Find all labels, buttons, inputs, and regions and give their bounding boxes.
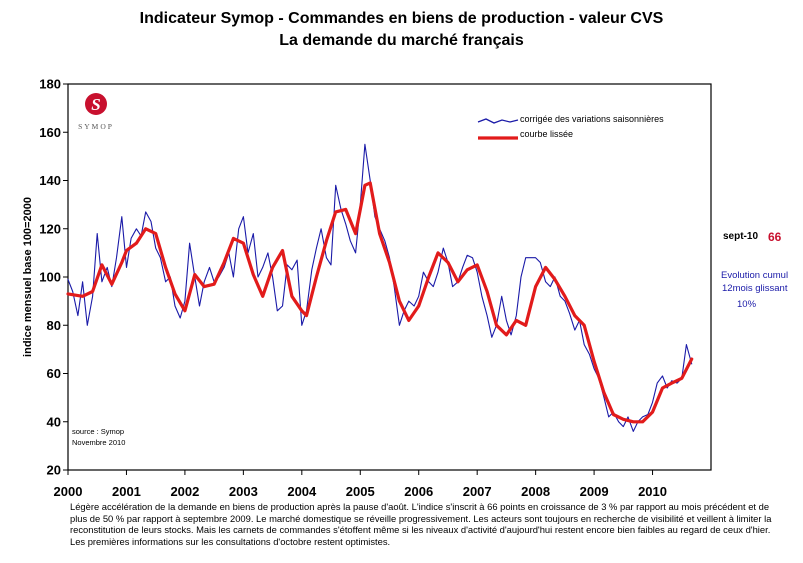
- x-tick-label: 2010: [638, 484, 667, 499]
- caption-line: reconstitution de leurs stocks. Mais les…: [70, 524, 771, 535]
- y-tick-label: 160: [39, 125, 61, 140]
- caption-line: Légère accélération de la demande en bie…: [70, 501, 770, 512]
- y-tick-label: 40: [47, 414, 61, 429]
- x-tick-label: 2005: [346, 484, 375, 499]
- y-axis-label: indice mensuel base 100=2000: [22, 197, 34, 357]
- symop-logo: S SYMOP: [78, 93, 114, 131]
- y-tick-label: 20: [47, 463, 61, 478]
- plot-area: [67, 83, 712, 471]
- month-label: sept-10: [723, 231, 759, 242]
- y-axis: 20 40 60 80 100 120 140 160 180: [39, 77, 68, 478]
- chart-subtitle: La demande du marché français: [279, 32, 524, 49]
- caption-line: Les premières informations sur les consu…: [70, 535, 391, 547]
- symop-s-logo-icon: [85, 93, 107, 115]
- logo-text: SYMOP: [78, 122, 114, 131]
- x-tick-label: 2002: [170, 484, 199, 499]
- x-tick-label: 2004: [287, 484, 317, 499]
- source-date: Novembre 2010: [72, 438, 125, 447]
- x-tick-label: 2006: [404, 484, 433, 499]
- x-tick-label: 2001: [112, 484, 141, 499]
- x-tick-label: 2003: [229, 484, 258, 499]
- legend-swatch-raw: [477, 118, 519, 124]
- evolution-label-2: 12mois glissant: [722, 283, 788, 294]
- y-tick-label: 60: [47, 366, 61, 381]
- y-tick-label: 100: [39, 270, 61, 285]
- svg-text:S: S: [91, 95, 100, 114]
- caption-line: plus de 50 % par rapport à septembre 200…: [70, 512, 772, 524]
- legend-label-raw: corrigée des variations saisonnières: [520, 114, 664, 124]
- series-line-smooth: [66, 181, 694, 424]
- x-tick-label: 2008: [521, 484, 550, 499]
- y-tick-label: 180: [39, 77, 61, 92]
- chart-title: Indicateur Symop - Commandes en biens de…: [139, 10, 664, 27]
- source-label: source : Symop: [72, 427, 124, 436]
- legend-label-smooth: courbe lissée: [520, 129, 573, 139]
- y-tick-label: 140: [39, 173, 61, 188]
- x-tick-label: 2009: [580, 484, 609, 499]
- legend: corrigée des variations saisonnières cou…: [477, 114, 664, 140]
- evolution-value: 10%: [737, 299, 757, 310]
- caption: Légère accélération de la demande en bie…: [70, 501, 790, 547]
- x-tick-label: 2007: [463, 484, 492, 499]
- y-tick-label: 80: [47, 318, 61, 333]
- month-value: 66: [768, 230, 782, 244]
- y-tick-label: 120: [39, 221, 61, 236]
- x-tick-label: 2000: [54, 484, 83, 499]
- x-axis: 2000 2001 2002 2003 2004 2005 2006 2007 2008 2009…: [54, 470, 667, 499]
- series-group: [66, 143, 694, 432]
- evolution-label-1: Evolution cumul: [721, 270, 789, 281]
